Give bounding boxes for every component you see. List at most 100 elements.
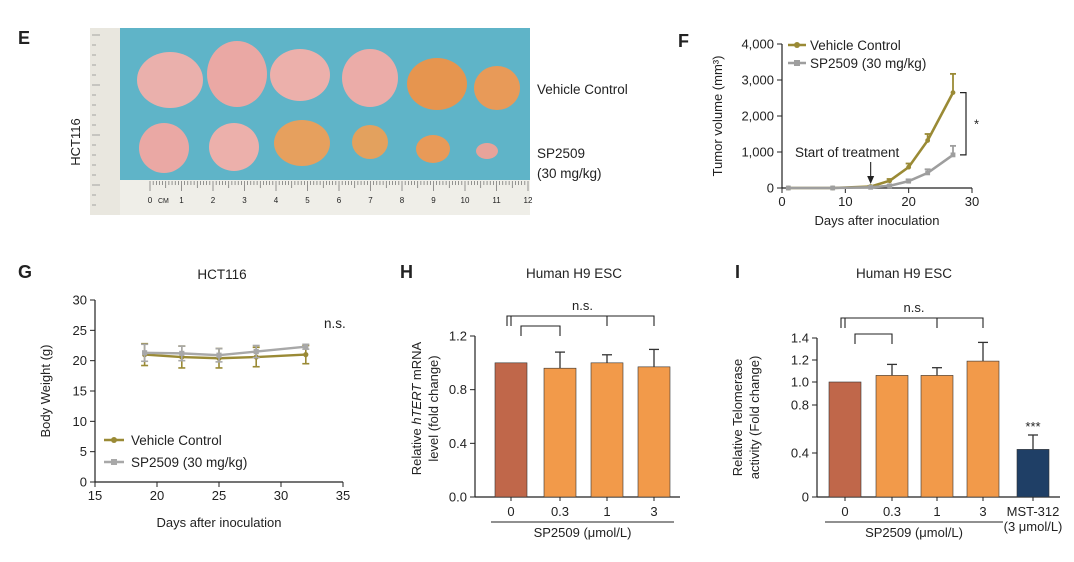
x-tick-label: 30 [965, 194, 979, 209]
x-tick-label: 0.3 [551, 504, 569, 519]
ruler-number: 3 [242, 196, 247, 205]
tumor [342, 49, 398, 107]
y-tick-label: 1.4 [791, 331, 809, 346]
significance-bracket [510, 315, 608, 326]
x-tick-label: 0.3 [883, 504, 901, 519]
data-point [925, 138, 931, 143]
data-point [216, 352, 222, 358]
data-point [142, 350, 148, 356]
legend-label: Vehicle Control [131, 433, 222, 448]
ruler-number: 0 [148, 196, 153, 205]
ruler-number: 11 [492, 196, 501, 205]
y-tick-label: 1.0 [791, 375, 809, 390]
bar [966, 360, 1000, 498]
x-axis-label: Days after inoculation [814, 213, 939, 228]
data-point [179, 350, 185, 356]
y-tick-label: 1.2 [449, 329, 467, 344]
y-tick-label: 1,000 [741, 145, 774, 160]
tumor [207, 41, 267, 107]
y-tick-label: 0.4 [791, 446, 809, 461]
tumor [407, 58, 467, 110]
tumors-treated [139, 120, 498, 173]
significance-marker: n.s. [904, 300, 925, 315]
tumor [270, 49, 330, 101]
panel-h: H Human H9 ESC 0.0 0.4 0.8 1.2 0 0.3 1 3 SP2509 (… [400, 262, 680, 540]
significance-bracket [844, 317, 938, 328]
significance-bracket [960, 91, 967, 156]
y-axis-label-part: mRNA [409, 341, 424, 383]
bar [920, 375, 954, 498]
y-tick-label: 5 [80, 444, 87, 459]
x-tick-label: 30 [274, 488, 288, 503]
x-tick-label: MST-312 [1007, 504, 1060, 519]
data-point [868, 184, 874, 190]
ruler-number: 2 [211, 196, 216, 205]
ruler-number: 10 [461, 196, 470, 205]
x-tick-label: 25 [212, 488, 226, 503]
data-point [785, 185, 791, 191]
ruler-number: 7 [368, 196, 373, 205]
data-point [887, 183, 893, 189]
x-tick-label: 15 [88, 488, 102, 503]
data-point [906, 178, 912, 184]
bar [875, 375, 909, 498]
legend-marker [794, 60, 800, 66]
group-label: SP2509 (μmol/L) [865, 525, 963, 540]
data-point [253, 348, 259, 355]
tumor [209, 123, 259, 171]
significance-bracket [854, 333, 893, 344]
bar [590, 362, 624, 498]
ruler-number: 9 [431, 196, 436, 205]
significance-marker: *** [1025, 419, 1040, 434]
x-tick-label: 1 [933, 504, 940, 519]
significance-marker: n.s. [324, 316, 346, 331]
panel-letter-f: F [678, 31, 689, 51]
data-point [887, 178, 893, 184]
data-point [906, 164, 912, 170]
x-axis-label: Days after inoculation [156, 515, 281, 530]
group-label: SP2509 (μmol/L) [534, 525, 632, 540]
panel-letter-g: G [18, 262, 32, 282]
photo-ruler [120, 180, 530, 215]
y-tick-label: 4,000 [741, 37, 774, 52]
x-tick-label: 20 [901, 194, 915, 209]
tumor [416, 135, 450, 163]
panel-i: I Human H9 ESC 0 0.4 0.8 1.0 1.2 1.4 0 0.3 1 3 MST-… [730, 262, 1062, 540]
y-tick-label: 0 [80, 475, 87, 490]
y-tick-label: 15 [73, 384, 87, 399]
y-axis-label: Body Weight (g) [38, 345, 53, 438]
y-tick-label: 25 [73, 323, 87, 338]
bar [543, 367, 577, 498]
treatment-annotation: Start of treatment [795, 145, 900, 160]
tumor [476, 143, 498, 159]
panel-e: E HCT116 0 1 2 3 4 5 6 7 8 9 10 11 12 CM [18, 28, 628, 215]
chart-title: Human H9 ESC [526, 266, 622, 281]
series-line [144, 345, 306, 357]
photo-paper-left [90, 28, 120, 215]
ruler-number: 8 [400, 196, 405, 205]
y-axis-label: Relative hTERT mRNA [409, 341, 424, 475]
ruler-number: 1 [179, 196, 184, 205]
bar [494, 362, 528, 498]
panel-letter-h: H [400, 262, 413, 282]
significance-bracket [506, 315, 655, 326]
significance-bracket [840, 317, 984, 328]
tumor [274, 120, 330, 166]
label-vehicle: Vehicle Control [537, 82, 628, 97]
label-sp2509-dose: (30 mg/kg) [537, 166, 602, 181]
x-tick-label: 0 [841, 504, 848, 519]
legend-marker [794, 42, 800, 48]
x-tick-label: 35 [336, 488, 350, 503]
chart-title: Human H9 ESC [856, 266, 952, 281]
y-tick-label: 10 [73, 414, 87, 429]
data-point [303, 352, 309, 358]
tumor [137, 52, 203, 108]
significance-bracket [520, 325, 561, 336]
y-axis-label-line2: activity (Fold change) [747, 356, 762, 480]
x-tick-label: 10 [838, 194, 852, 209]
data-point [303, 344, 309, 350]
ruler-ticks [92, 34, 529, 206]
y-tick-label: 0 [767, 181, 774, 196]
legend-marker [111, 437, 117, 443]
y-tick-label: 1.2 [791, 353, 809, 368]
